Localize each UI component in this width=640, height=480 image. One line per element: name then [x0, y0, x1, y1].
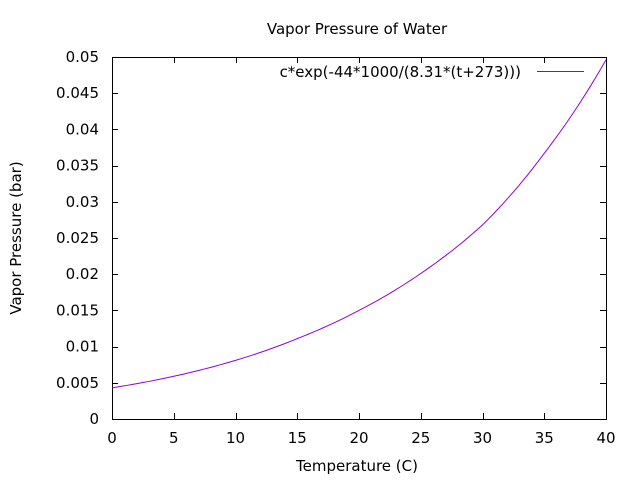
- legend-label: c*exp(-44*1000/(8.31*(t+273))): [280, 63, 521, 81]
- legend: c*exp(-44*1000/(8.31*(t+273))): [280, 63, 584, 81]
- y-tick-label: 0.005: [56, 374, 99, 392]
- x-tick-label: 0: [107, 429, 117, 447]
- x-tick-label: 20: [349, 429, 368, 447]
- series-layer: [111, 59, 607, 389]
- x-tick-label: 15: [288, 429, 307, 447]
- y-tick-label: 0.015: [56, 301, 99, 319]
- axis-ticks: [112, 57, 607, 420]
- y-tick-label: 0.05: [66, 48, 99, 66]
- y-tick-label: 0.01: [66, 338, 99, 356]
- x-axis-label: Temperature (C): [295, 457, 418, 475]
- y-axis-label: Vapor Pressure (bar): [7, 161, 25, 314]
- axis-tick-labels: 0 5 10 15 20 25 30 35 40 0 0.005 0.01 0.015 0.02 0.025…: [56, 48, 616, 447]
- y-tick-label: 0.025: [56, 229, 99, 247]
- y-tick-label: 0.03: [66, 193, 99, 211]
- x-tick-label: 40: [596, 429, 615, 447]
- y-tick-label: 0.035: [56, 157, 99, 175]
- x-tick-label: 10: [226, 429, 245, 447]
- y-tick-label: 0.045: [56, 84, 99, 102]
- plot-frame: [112, 57, 607, 420]
- chart-title: Vapor Pressure of Water: [267, 20, 448, 38]
- x-tick-label: 30: [473, 429, 492, 447]
- series-line: [111, 59, 607, 389]
- y-tick-label: 0.02: [66, 265, 99, 283]
- x-tick-label: 5: [169, 429, 179, 447]
- y-tick-label: 0.04: [66, 120, 99, 138]
- x-tick-label: 25: [411, 429, 430, 447]
- y-tick-label: 0: [89, 410, 99, 428]
- x-tick-label: 35: [535, 429, 554, 447]
